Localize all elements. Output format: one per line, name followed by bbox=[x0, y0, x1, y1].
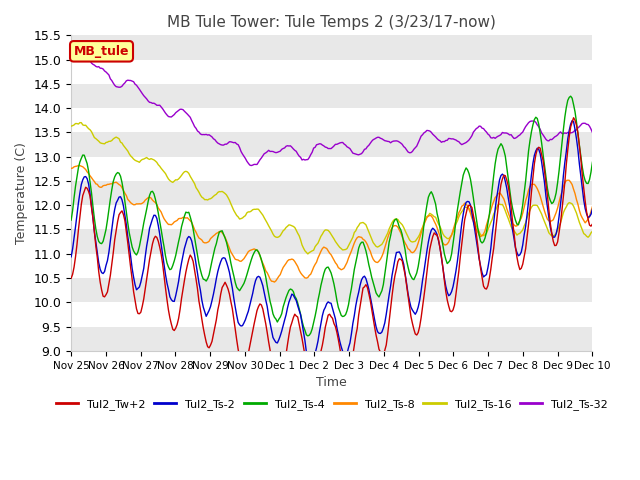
Bar bbox=[71, 156, 593, 181]
Title: MB Tule Tower: Tule Temps 2 (3/23/17-now): MB Tule Tower: Tule Temps 2 (3/23/17-now… bbox=[167, 15, 496, 30]
Bar bbox=[71, 108, 593, 132]
Bar bbox=[71, 205, 593, 229]
Bar bbox=[71, 60, 593, 84]
Bar bbox=[71, 84, 593, 108]
Bar bbox=[71, 302, 593, 326]
Bar bbox=[71, 229, 593, 254]
Legend: Tul2_Tw+2, Tul2_Ts-2, Tul2_Ts-4, Tul2_Ts-8, Tul2_Ts-16, Tul2_Ts-32: Tul2_Tw+2, Tul2_Ts-2, Tul2_Ts-4, Tul2_Ts… bbox=[51, 395, 612, 415]
Bar bbox=[71, 278, 593, 302]
Bar bbox=[71, 181, 593, 205]
Text: MB_tule: MB_tule bbox=[74, 45, 129, 58]
Bar bbox=[71, 254, 593, 278]
Y-axis label: Temperature (C): Temperature (C) bbox=[15, 142, 28, 244]
X-axis label: Time: Time bbox=[316, 376, 347, 389]
Bar bbox=[71, 132, 593, 156]
Bar bbox=[71, 326, 593, 351]
Bar bbox=[71, 36, 593, 60]
